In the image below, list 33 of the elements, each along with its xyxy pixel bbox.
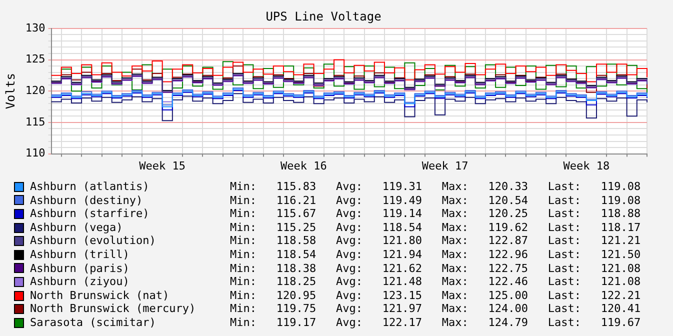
x-tick-label: Week 17 (422, 159, 468, 172)
text: Min: 116.21 Avg: 119.49 Max: 120.54 Last: 119.08 (230, 194, 641, 208)
y-tick-label: 115 (25, 115, 46, 128)
x-tick-label: Week 15 (139, 159, 186, 172)
legend-label: Ashburn (atlantis) (30, 180, 150, 194)
y-tick-label: 130 (25, 21, 46, 34)
text: Min: 115.83 Avg: 119.31 Max: 120.33 Last: 119.08 (230, 180, 641, 194)
text: Min: 120.95 Avg: 123.15 Max: 125.00 Last: 122.21 (230, 288, 641, 302)
text: Min: 115.67 Avg: 119.14 Max: 120.25 Last: 118.88 (230, 207, 641, 221)
text: Min: 118.38 Avg: 121.62 Max: 122.75 Last: 121.08 (230, 262, 641, 276)
legend-label: North Brunswick (mercury) (30, 302, 197, 316)
legend-label: Ashburn (starfire) (30, 207, 150, 221)
y-tick-label: 125 (25, 52, 46, 66)
legend-label: Ashburn (trill) (30, 248, 130, 262)
chart-title: UPS Line Voltage (266, 9, 382, 24)
legend-label: Ashburn (destiny) (30, 194, 144, 208)
text: Min: 118.54 Avg: 121.94 Max: 122.96 Last: 121.50 (230, 248, 641, 262)
text: Min: 119.75 Avg: 121.97 Max: 124.00 Last: 120.41 (230, 302, 641, 316)
text: Min: 118.25 Avg: 121.48 Max: 122.46 Last: 121.08 (230, 275, 641, 289)
legend-label: Ashburn (vega) (30, 220, 124, 234)
legend-label: North Brunswick (nat) (30, 288, 170, 302)
text: Min: 115.25 Avg: 118.54 Max: 119.62 Last: 118.17 (230, 220, 641, 234)
x-tick-label: Week 18 (563, 159, 610, 172)
legend-label: Ashburn (paris) (30, 262, 130, 276)
legend-label: Sarasota (scimitar) (30, 316, 157, 330)
legend-label: Ashburn (evolution) (30, 234, 157, 248)
x-tick-label: Week 16 (280, 159, 327, 172)
y-tick-label: 110 (25, 146, 46, 160)
text: Min: 119.17 Avg: 122.17 Max: 124.79 Last: 119.67 (230, 316, 641, 330)
y-axis-title: Volts (3, 73, 18, 110)
legend-label: Ashburn (ziyou) (30, 275, 130, 289)
text: Min: 118.58 Avg: 121.80 Max: 122.87 Last: 121.21 (230, 234, 641, 248)
y-tick-label: 120 (25, 84, 46, 97)
